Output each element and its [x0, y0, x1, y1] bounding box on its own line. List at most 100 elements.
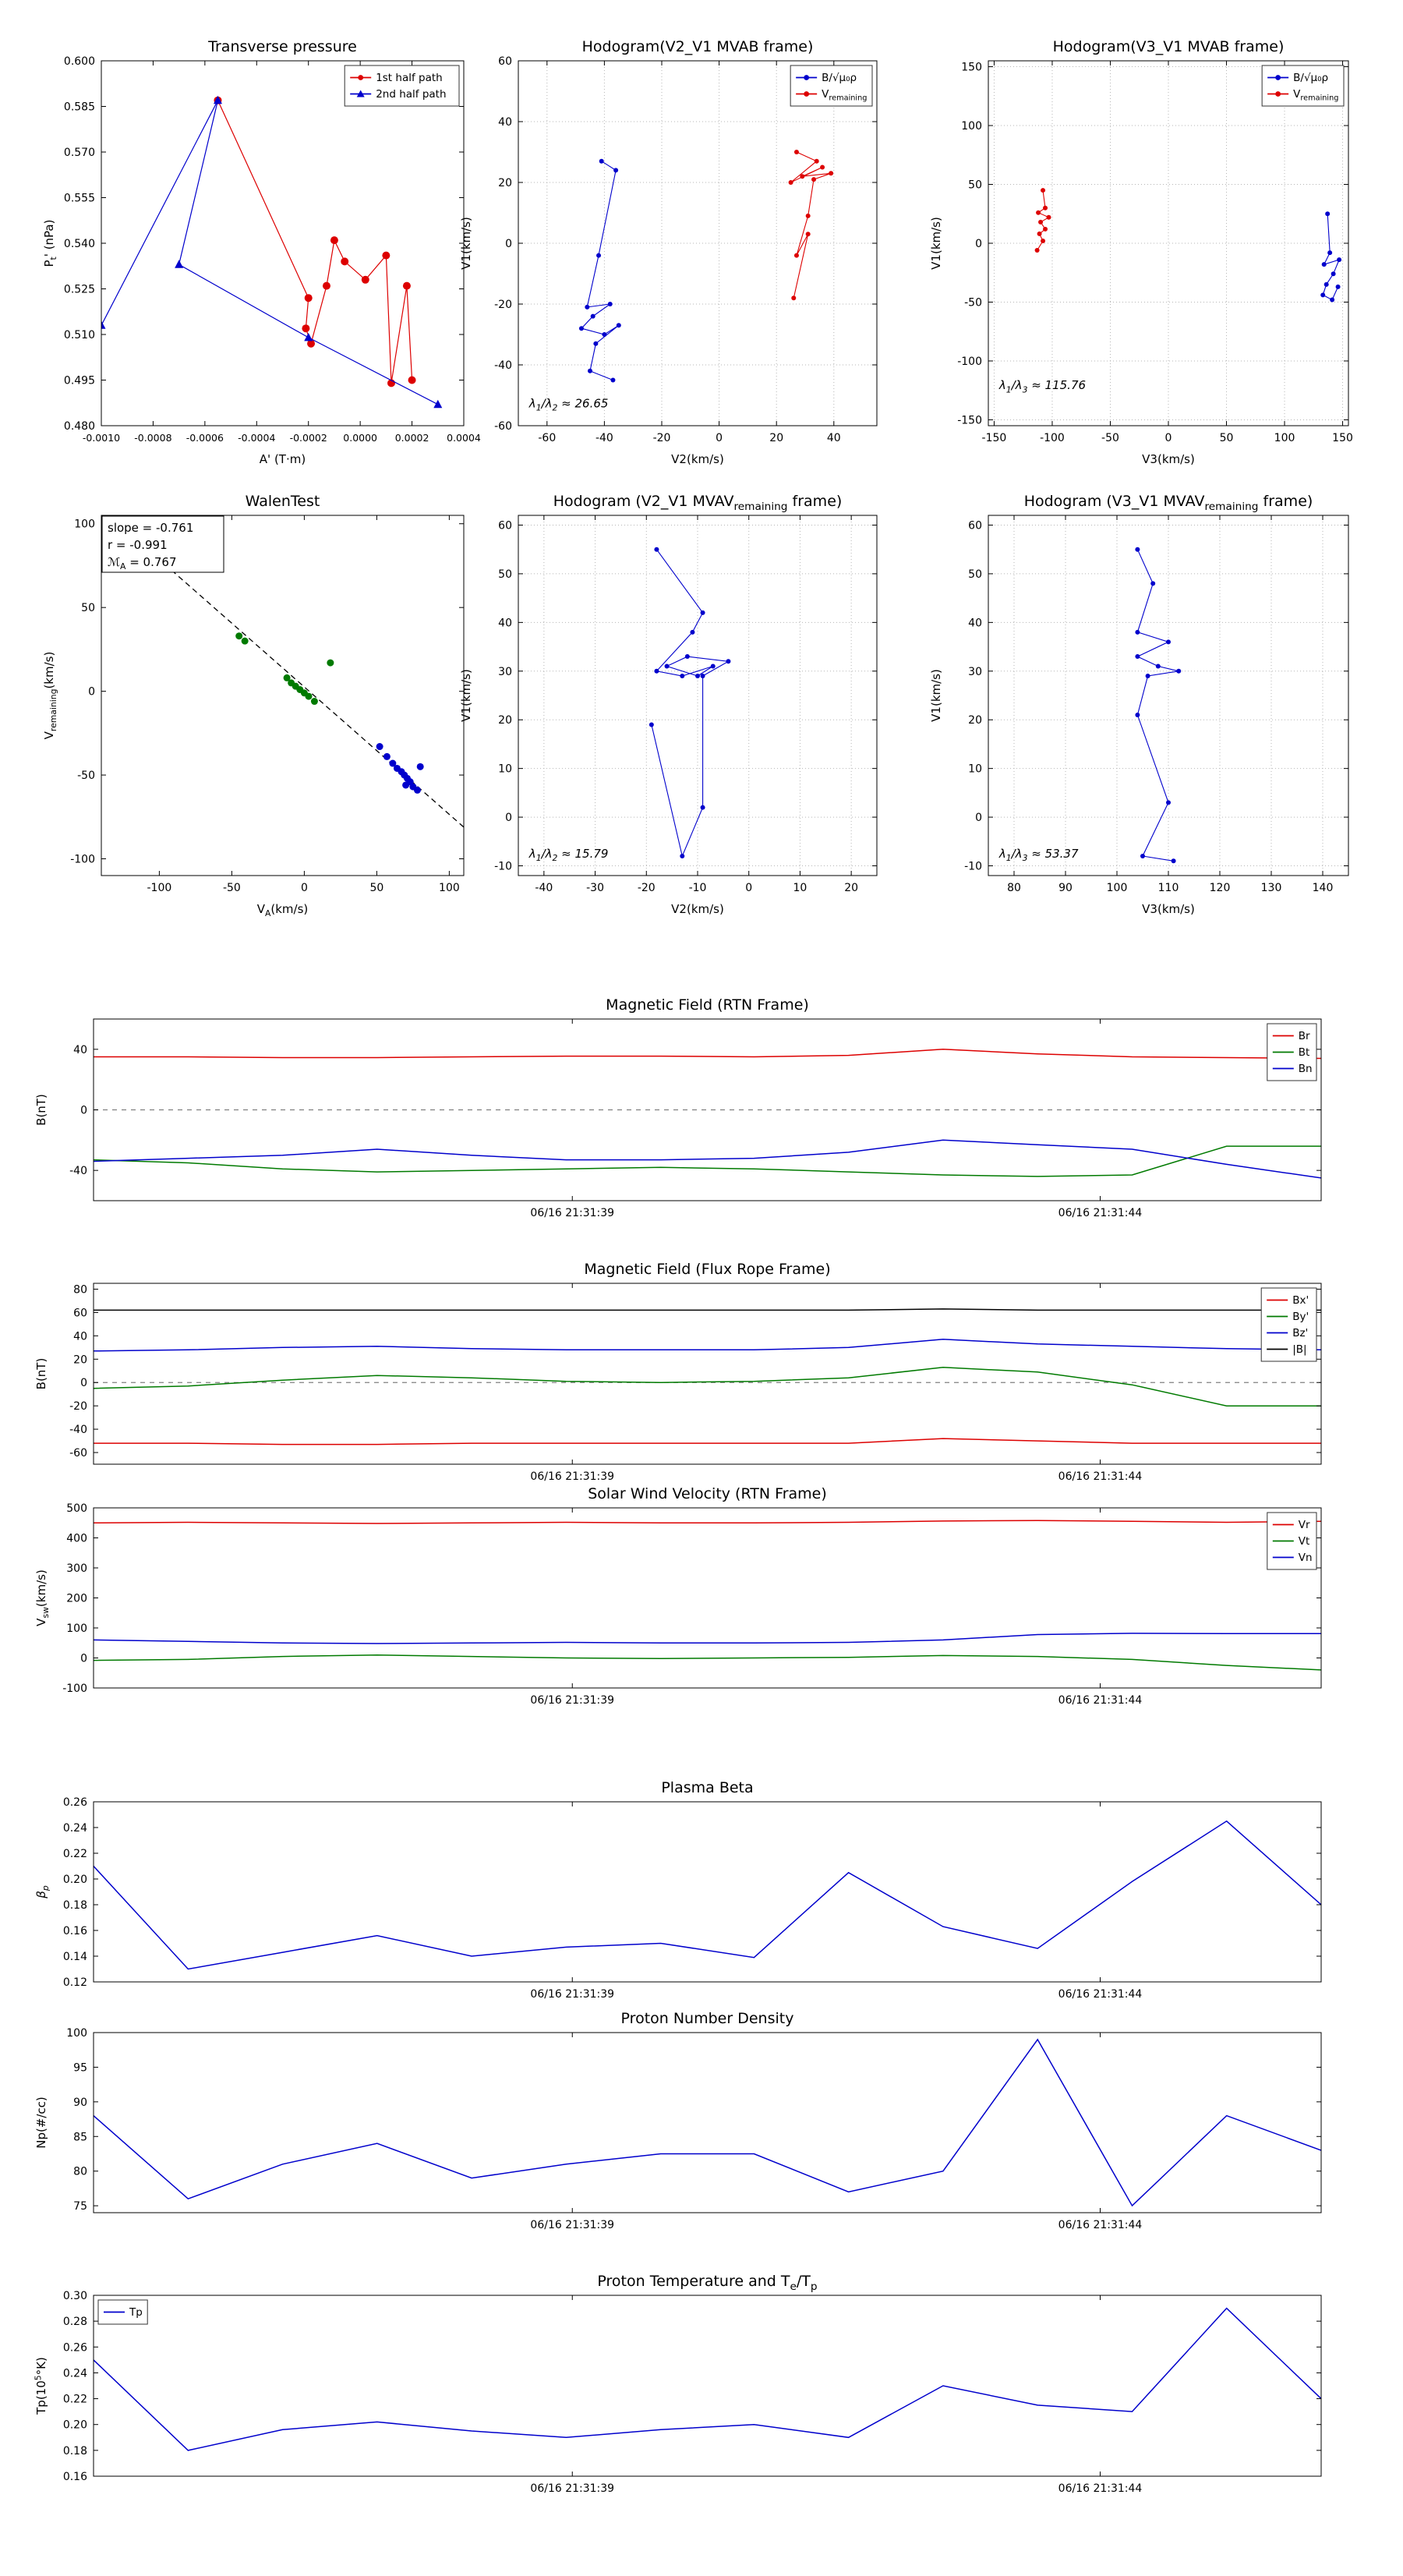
legend-label: 2nd half path — [376, 88, 446, 101]
panel-proton-density: 06/16 21:31:39 06/16 21:31:44 75 80 85 90 95 10… — [34, 2010, 1322, 2231]
x-tick-label: -100 — [1040, 432, 1065, 444]
y-tick-label: 0.16 — [63, 2471, 87, 2483]
y-tick-label: -20 — [494, 299, 512, 311]
x-tick-label: 06/16 21:31:39 — [530, 2219, 614, 2231]
y-tick-label: 10 — [968, 763, 982, 776]
marker — [1135, 712, 1140, 717]
y-tick-label: 100 — [66, 1622, 87, 1635]
proton-temp-title: Proton Temperature and Te/Tp — [597, 2273, 817, 2293]
x-tick-label: -20 — [638, 882, 656, 894]
marker — [330, 236, 338, 245]
x-tick-label: 0.0000 — [343, 432, 377, 444]
marker — [361, 275, 369, 284]
marker — [788, 180, 793, 185]
marker — [1330, 297, 1335, 303]
marker — [416, 763, 424, 770]
x-tick-label: 0.0004 — [447, 432, 481, 444]
x-tick-label: 50 — [1220, 432, 1234, 444]
marker — [383, 752, 391, 760]
y-tick-label: 0.555 — [64, 193, 95, 205]
y-tick-label: 40 — [498, 617, 512, 629]
hodogram-v2v1-mvav-ylabel: V1(km/s) — [459, 669, 473, 722]
y-tick-label: 80 — [73, 1283, 87, 1296]
marker — [654, 668, 659, 674]
x-tick-label: 120 — [1210, 882, 1231, 894]
marker — [805, 232, 811, 237]
marker — [1135, 547, 1140, 552]
y-tick-label: 100 — [961, 120, 982, 133]
y-tick-label: 0 — [975, 238, 982, 250]
marker — [235, 632, 243, 640]
y-tick-label: 30 — [498, 666, 512, 678]
y-tick-label: 0.18 — [63, 2445, 87, 2457]
x-tick-label: 06/16 21:31:44 — [1058, 2482, 1143, 2495]
marker — [1043, 226, 1048, 232]
y-tick-label: -40 — [69, 1424, 87, 1436]
transverse-pressure-title: Transverse pressure — [207, 38, 357, 55]
y-tick-label: 0.540 — [64, 238, 95, 250]
panel-hodogram-v3v1-mvab: -150 -100 -50 0 50 100 150 -150 -100 -50 0 50 100 150… — [929, 38, 1353, 466]
hodogram-v2v1-mvab-xlabel: V2(km/s) — [671, 452, 724, 466]
marker — [690, 629, 695, 635]
panel-hodogram-v2v1-mvav: -40 -30 -20 -10 0 10 20 -10 0 10 20 30 40 50 60 Hodogra… — [459, 493, 878, 916]
y-tick-label: 0.525 — [64, 284, 95, 296]
y-tick-label: -10 — [964, 861, 982, 873]
walen-test-ylabel: Vremaining(km/s) — [42, 652, 58, 740]
y-tick-label: 0.14 — [63, 1951, 87, 1963]
proton-temp-series-Tp — [94, 2307, 1321, 2451]
marker — [596, 253, 602, 258]
hodogram-v3v1-mvab-xlabel: V3(km/s) — [1142, 452, 1195, 466]
plasma-beta-title: Plasma Beta — [661, 1779, 753, 1796]
marker — [1046, 214, 1051, 220]
x-tick-label: 06/16 21:31:44 — [1058, 1470, 1143, 1483]
x-tick-label: -30 — [586, 882, 604, 894]
marker — [664, 663, 670, 669]
x-tick-label: 06/16 21:31:39 — [530, 1470, 614, 1483]
y-tick-label: 0.18 — [63, 1899, 87, 1912]
marker — [402, 281, 411, 290]
y-tick-label: 400 — [66, 1533, 87, 1545]
vsw-rtn-series-Vn — [94, 1633, 1321, 1644]
x-tick-label: 80 — [1007, 882, 1021, 894]
marker — [602, 332, 607, 337]
mag-rtn-series-Bn — [94, 1139, 1321, 1179]
marker — [304, 294, 313, 303]
marker — [1335, 284, 1341, 289]
x-tick-label: 110 — [1158, 882, 1179, 894]
hodogram-v3v1-mvab-title: Hodogram(V3_V1 MVAB frame) — [1053, 38, 1285, 55]
y-tick-label: 0 — [80, 1377, 87, 1389]
marker — [1041, 188, 1046, 193]
x-tick-label: 50 — [369, 882, 383, 894]
axes-frame — [93, 1507, 1322, 1689]
x-tick-label: -100 — [147, 882, 172, 894]
y-tick-label: 150 — [961, 62, 982, 74]
marker — [1166, 800, 1171, 805]
y-tick-label: 200 — [66, 1593, 87, 1605]
marker — [680, 854, 685, 859]
proton-temp-legend: Tp — [97, 2299, 148, 2325]
marker — [607, 302, 613, 306]
legend-label: B/√μ₀ρ — [1293, 72, 1328, 84]
mag-rtn-legend: Br Bt Bn — [1267, 1023, 1317, 1081]
marker — [588, 368, 592, 373]
marker — [307, 339, 316, 348]
x-tick-label: 06/16 21:31:39 — [530, 1988, 614, 2001]
x-tick-label: 20 — [844, 882, 858, 894]
marker — [1036, 210, 1041, 215]
legend-label: Bn — [1299, 1063, 1313, 1075]
proton-density-series-Np — [94, 2038, 1321, 2207]
hodogram-v2v1-mvab-title: Hodogram(V2_V1 MVAB frame) — [582, 38, 814, 55]
x-tick-label: 90 — [1058, 882, 1073, 894]
y-tick-label: -100 — [62, 1683, 87, 1695]
marker — [1176, 668, 1182, 674]
hodogram-v2v1-mvab-series-B-alfven — [580, 161, 620, 381]
mag-fluxrope-ylabel: B(nT) — [34, 1358, 48, 1390]
x-tick-label: 06/16 21:31:39 — [530, 1694, 614, 1707]
proton-temp-ylabel: Tp(105°K) — [33, 2357, 48, 2415]
marker — [241, 637, 249, 645]
marker — [1038, 219, 1044, 225]
x-tick-label: 100 — [439, 882, 460, 894]
panel-proton-temp: 06/16 21:31:39 06/16 21:31:44 0.16 0.18 0.20… — [33, 2273, 1322, 2495]
